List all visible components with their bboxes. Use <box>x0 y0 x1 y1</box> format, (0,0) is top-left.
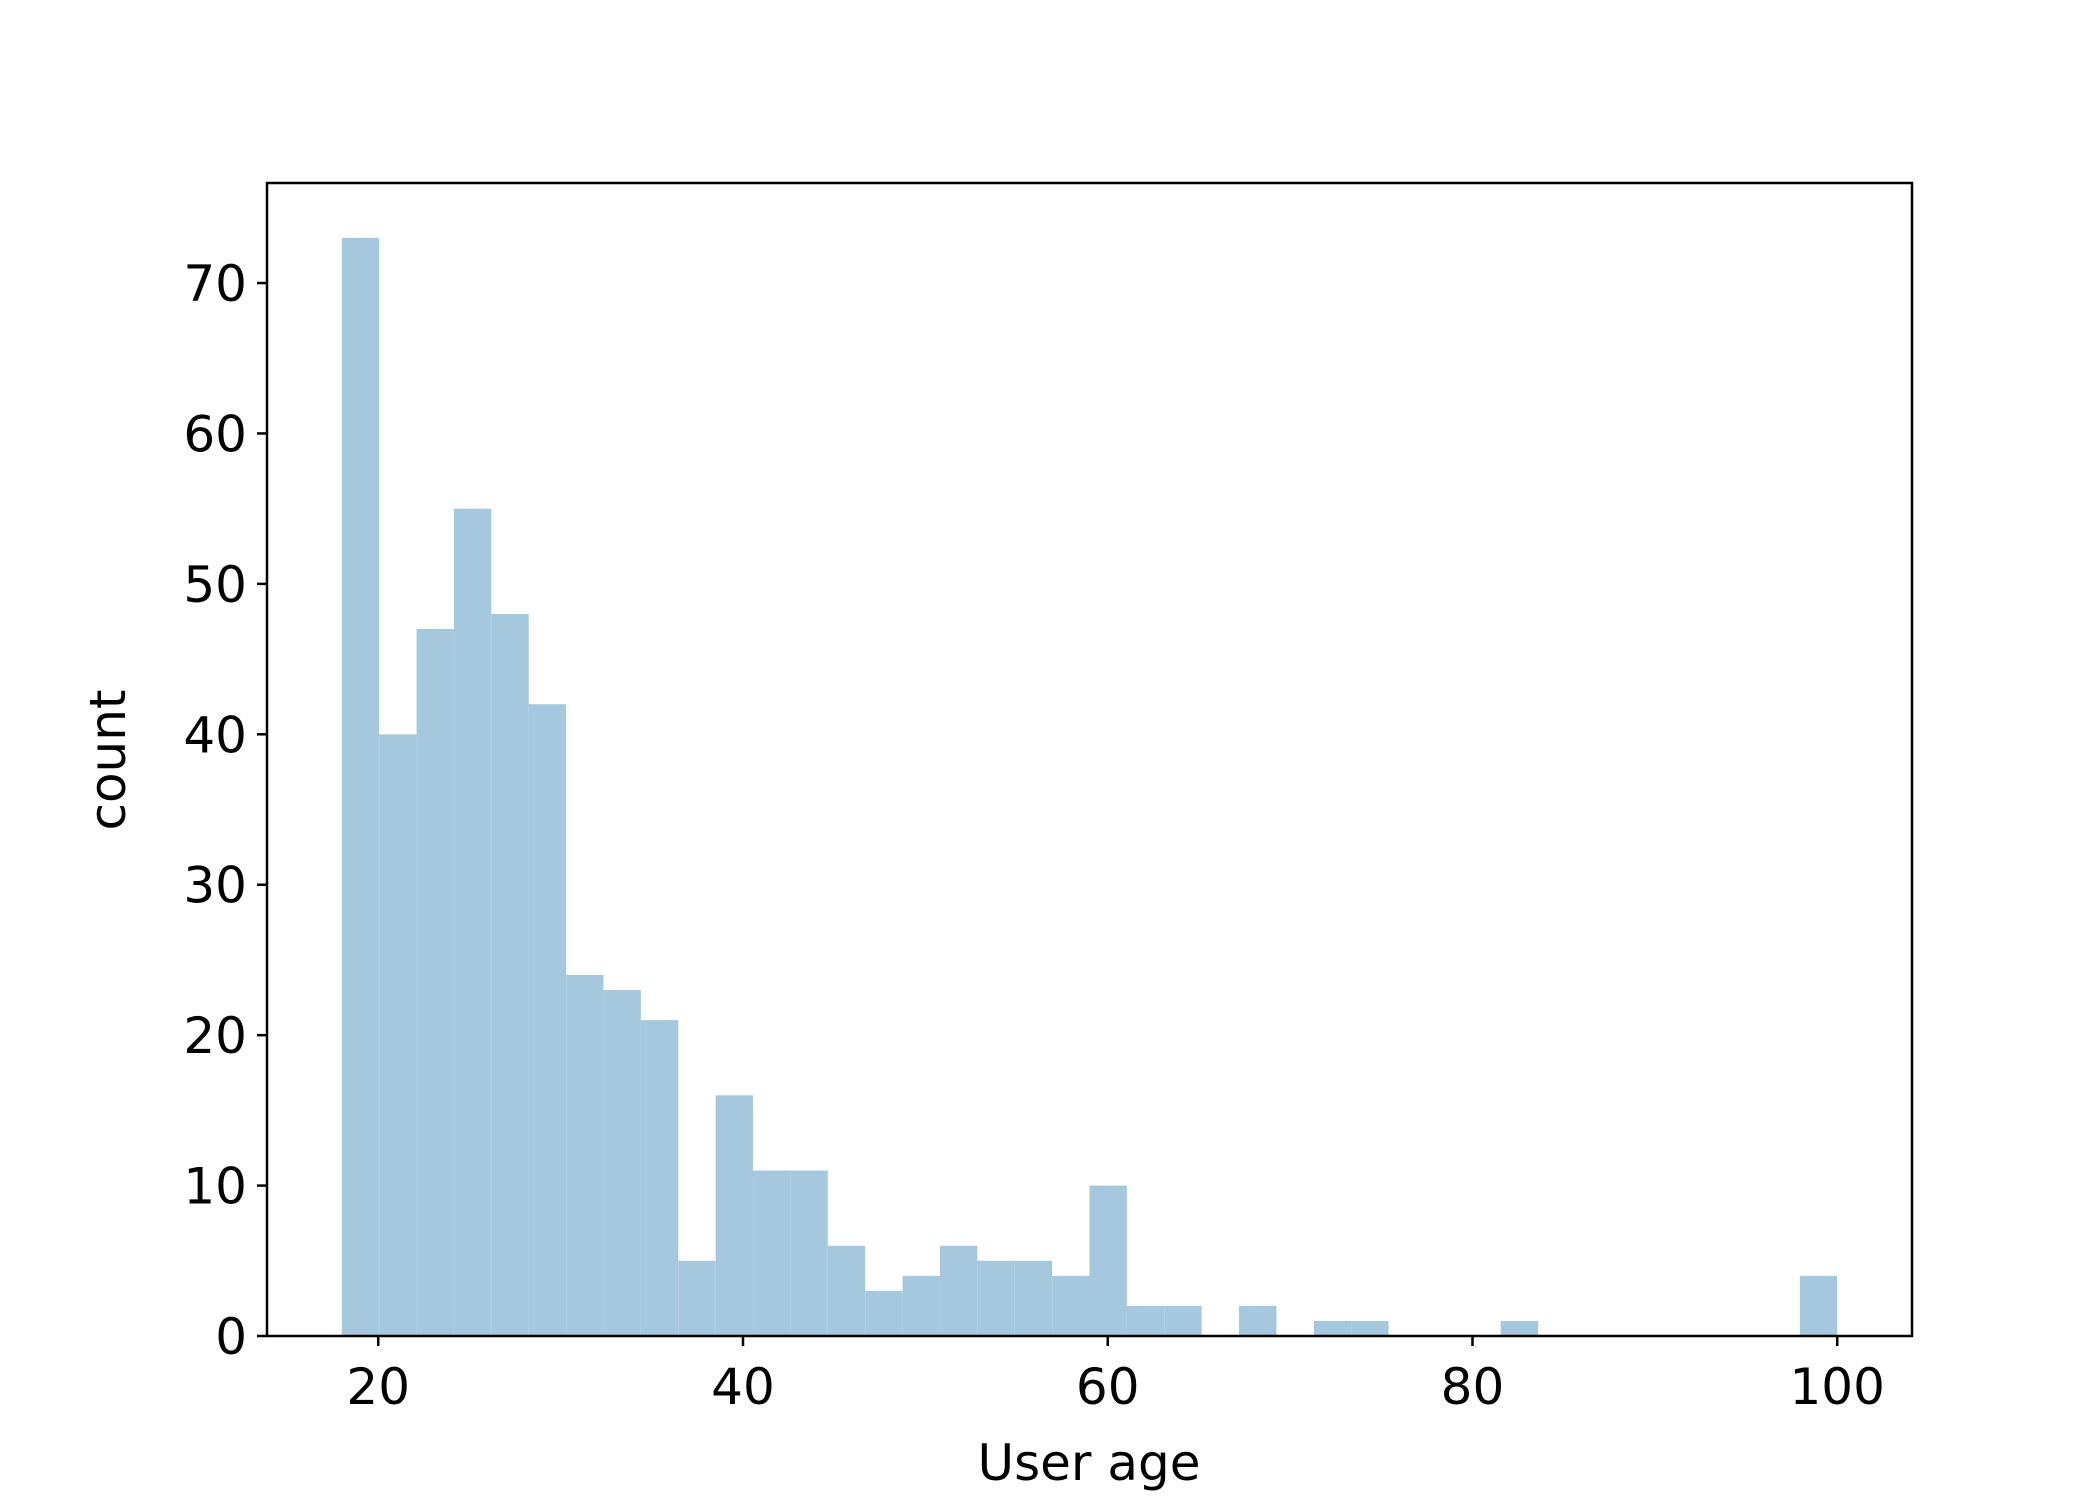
y-tick-label: 10 <box>183 1158 247 1216</box>
bar <box>753 1170 791 1336</box>
bar <box>640 1020 679 1336</box>
bar <box>341 237 380 1336</box>
bar <box>1052 1275 1090 1336</box>
bar <box>1126 1305 1165 1336</box>
bar <box>715 1095 754 1336</box>
x-tick-label: 80 <box>1441 1358 1505 1416</box>
y-axis-label: count <box>79 689 137 830</box>
x-tick-label: 100 <box>1790 1358 1885 1416</box>
bar <box>1014 1260 1053 1336</box>
bar <box>977 1260 1015 1336</box>
bar <box>1089 1185 1127 1336</box>
bar <box>678 1260 716 1336</box>
bar <box>1239 1305 1277 1336</box>
plot-frame <box>265 181 1914 1338</box>
bar <box>491 613 529 1336</box>
bar <box>566 974 604 1336</box>
bar <box>790 1170 828 1336</box>
bar <box>528 704 567 1336</box>
bar <box>827 1245 866 1336</box>
bar <box>1351 1320 1389 1336</box>
bar <box>379 734 417 1336</box>
bar <box>902 1275 940 1336</box>
bar <box>603 990 641 1336</box>
y-tick-label: 20 <box>183 1007 247 1065</box>
bar <box>453 508 492 1336</box>
x-tick-label: 40 <box>711 1358 775 1416</box>
y-tick-label: 30 <box>183 857 247 915</box>
bar <box>1164 1305 1202 1336</box>
y-tick-label: 50 <box>183 556 247 614</box>
x-tick-label: 60 <box>1076 1358 1140 1416</box>
y-tick-label: 0 <box>215 1308 247 1366</box>
y-tick-label: 60 <box>183 405 247 463</box>
bar <box>939 1245 978 1336</box>
bar <box>1313 1320 1352 1336</box>
y-tick-label: 70 <box>183 255 247 313</box>
bar <box>1500 1320 1539 1336</box>
bar <box>865 1290 903 1336</box>
bar <box>416 629 454 1336</box>
y-tick-label: 40 <box>183 706 247 764</box>
x-tick-label: 20 <box>346 1358 410 1416</box>
x-axis-label: User age <box>978 1434 1201 1492</box>
bar <box>1799 1275 1838 1336</box>
